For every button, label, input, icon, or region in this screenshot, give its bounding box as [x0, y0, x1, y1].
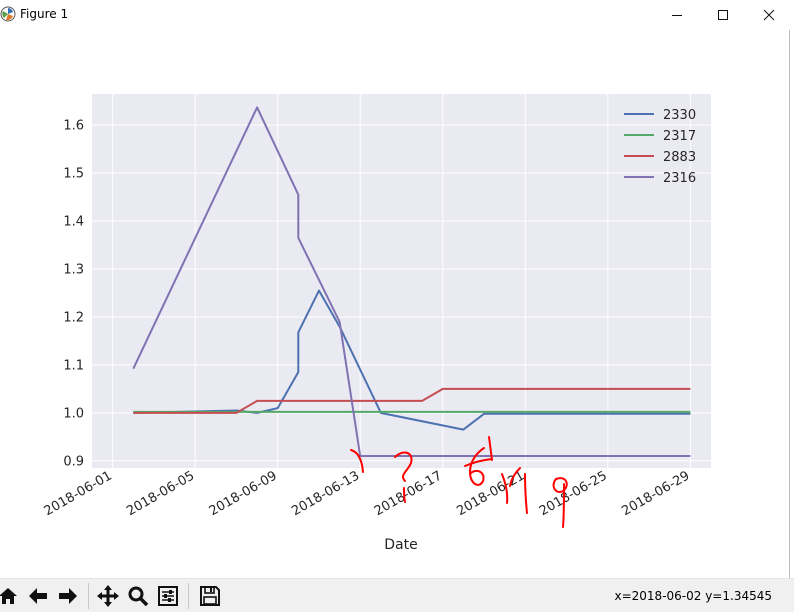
maximize-button[interactable] — [700, 0, 746, 30]
zoom-button[interactable] — [124, 583, 152, 609]
legend-label: 2330 — [663, 108, 696, 123]
toolbar-separator — [188, 583, 189, 609]
legend-label: 2316 — [663, 171, 696, 186]
toolbar-separator — [88, 583, 89, 609]
handwritten-annotations — [350, 436, 568, 528]
x-tick-label: 2018-06-21 — [454, 468, 527, 519]
figure-canvas[interactable]: 0.91.01.11.21.31.41.51.6 2018-06-01 2018-… — [0, 30, 794, 578]
handwritten-stroke — [464, 436, 493, 486]
matplotlib-icon — [0, 6, 16, 22]
pan-button[interactable] — [94, 583, 122, 609]
configure-subplots-button[interactable] — [154, 583, 182, 609]
x-tick-label: 2018-06-05 — [124, 468, 197, 519]
x-tick-label: 2018-06-29 — [619, 468, 692, 519]
save-button[interactable] — [196, 583, 224, 609]
handwritten-stroke — [501, 467, 521, 504]
configure-subplots-icon — [158, 586, 178, 606]
handwritten-stroke — [394, 451, 413, 503]
back-button[interactable] — [24, 583, 52, 609]
y-tick-label: 1.3 — [63, 263, 84, 278]
home-icon — [0, 588, 17, 604]
y-tick-label: 1.0 — [63, 406, 84, 421]
zoom-icon — [128, 586, 149, 607]
back-icon — [29, 588, 47, 604]
save-icon — [200, 586, 220, 606]
window-title: Figure 1 — [20, 7, 69, 21]
x-tick-label: 2018-06-17 — [372, 468, 445, 519]
pan-icon — [97, 585, 119, 607]
x-axis-label: Date — [384, 537, 417, 553]
handwritten-stroke — [552, 477, 568, 528]
minimize-icon — [672, 15, 682, 16]
series-line-2883 — [133, 387, 691, 414]
series-lines — [132, 106, 691, 457]
close-button[interactable] — [746, 0, 792, 30]
maximize-icon — [718, 10, 728, 20]
x-axis-ticks: 2018-06-01 2018-06-05 2018-06-09 2018-06-13… — [42, 468, 693, 519]
home-button[interactable] — [0, 583, 22, 609]
legend-label: 2317 — [663, 129, 696, 144]
handwritten-stroke — [350, 449, 364, 473]
title-bar: Figure 1 — [0, 0, 794, 30]
minimize-button[interactable] — [654, 0, 700, 30]
window-border — [789, 30, 790, 578]
y-axis-ticks: 0.9 1.0 1.1 1.2 1.3 1.4 1.5 1.6 — [63, 119, 84, 470]
y-tick-label: 1.6 — [63, 119, 84, 134]
cursor-coordinates: x=2018-06-02 y=1.34545 — [614, 589, 773, 603]
navigation-toolbar: x=2018-06-02 y=1.34545 — [0, 578, 794, 612]
forward-icon — [59, 588, 77, 604]
x-tick-label: 2018-06-01 — [42, 468, 115, 519]
y-tick-label: 1.5 — [63, 167, 84, 182]
close-icon — [763, 9, 775, 21]
y-tick-label: 1.1 — [63, 358, 84, 373]
legend-label: 2883 — [663, 150, 696, 165]
x-tick-label: 2018-06-13 — [289, 468, 362, 519]
y-tick-label: 1.2 — [63, 310, 84, 325]
y-tick-label: 1.4 — [63, 215, 84, 230]
handwritten-stroke — [524, 473, 528, 514]
x-tick-label: 2018-06-09 — [207, 468, 280, 519]
x-tick-label: 2018-06-25 — [537, 468, 610, 519]
forward-button[interactable] — [54, 583, 82, 609]
y-tick-label: 0.9 — [63, 454, 84, 469]
legend: 2330 2317 2883 2316 — [624, 108, 696, 186]
series-line-2316 — [132, 106, 691, 457]
